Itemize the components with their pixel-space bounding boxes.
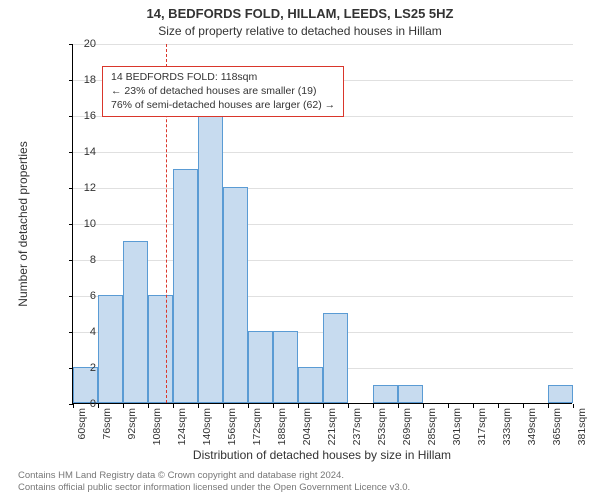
gridline [73,44,573,45]
y-tick-label: 10 [66,218,96,230]
chart-title: 14, BEDFORDS FOLD, HILLAM, LEEDS, LS25 5… [0,6,600,21]
info-line-1: 14 BEDFORDS FOLD: 118sqm [111,70,335,84]
x-tick-mark [423,404,424,408]
x-tick-mark [473,404,474,408]
y-tick-label: 14 [66,146,96,158]
x-tick-mark [148,404,149,408]
histogram-bar [223,187,248,403]
gridline [73,260,573,261]
x-tick-mark [273,404,274,408]
x-tick-label: 188sqm [276,408,288,445]
x-tick-mark [223,404,224,408]
x-tick-label: 237sqm [351,408,363,445]
x-tick-mark [173,404,174,408]
histogram-bar [298,367,323,403]
x-axis-label: Distribution of detached houses by size … [72,448,572,462]
histogram-bar [273,331,298,403]
x-tick-label: 333sqm [501,408,513,445]
histogram-bar [548,385,573,403]
x-tick-label: 124sqm [176,408,188,445]
x-tick-label: 301sqm [451,408,463,445]
x-tick-mark [198,404,199,408]
x-tick-label: 349sqm [526,408,538,445]
histogram-bar [98,295,123,403]
gridline [73,152,573,153]
y-tick-label: 8 [66,254,96,266]
x-tick-label: 221sqm [326,408,338,445]
plot-area: 60sqm76sqm92sqm108sqm124sqm140sqm156sqm1… [72,44,572,404]
x-tick-label: 285sqm [426,408,438,445]
x-tick-mark [573,404,574,408]
y-tick-label: 4 [66,326,96,338]
x-tick-mark [398,404,399,408]
y-tick-label: 18 [66,74,96,86]
x-tick-mark [348,404,349,408]
gridline [73,224,573,225]
x-tick-label: 253sqm [376,408,388,445]
y-tick-label: 20 [66,38,96,50]
histogram-bar [198,115,223,403]
histogram-bar [248,331,273,403]
x-tick-mark [498,404,499,408]
histogram-bar [373,385,398,403]
x-tick-mark [298,404,299,408]
histogram-bar [173,169,198,403]
histogram-bar [323,313,348,403]
y-tick-label: 12 [66,182,96,194]
x-tick-mark [523,404,524,408]
info-box: 14 BEDFORDS FOLD: 118sqm ← 23% of detach… [102,66,344,117]
x-tick-mark [373,404,374,408]
histogram-bar [148,295,173,403]
chart-subtitle: Size of property relative to detached ho… [0,24,600,38]
x-tick-label: 140sqm [201,408,213,445]
x-tick-label: 108sqm [151,408,163,445]
x-tick-label: 156sqm [226,408,238,445]
x-tick-mark [323,404,324,408]
histogram-bar [123,241,148,403]
x-tick-mark [448,404,449,408]
x-tick-mark [98,404,99,408]
x-tick-label: 317sqm [476,408,488,445]
y-tick-label: 16 [66,110,96,122]
x-tick-label: 381sqm [576,408,588,445]
x-tick-label: 172sqm [251,408,263,445]
x-tick-label: 92sqm [126,408,138,440]
x-tick-mark [248,404,249,408]
x-tick-mark [548,404,549,408]
x-tick-mark [123,404,124,408]
info-line-2: ← 23% of detached houses are smaller (19… [111,84,335,98]
credit-line-2: Contains official public sector informat… [18,482,410,494]
credit-line-1: Contains HM Land Registry data © Crown c… [18,470,410,482]
x-tick-label: 269sqm [401,408,413,445]
credit-text: Contains HM Land Registry data © Crown c… [18,470,410,494]
x-tick-label: 204sqm [301,408,313,445]
y-tick-label: 2 [66,362,96,374]
y-axis-label: Number of detached properties [16,44,34,404]
x-tick-label: 365sqm [551,408,563,445]
y-tick-label: 0 [66,398,96,410]
info-line-3: 76% of semi-detached houses are larger (… [111,98,335,112]
x-tick-label: 76sqm [101,408,113,440]
histogram-bar [398,385,423,403]
gridline [73,188,573,189]
y-tick-label: 6 [66,290,96,302]
x-tick-label: 60sqm [76,408,88,440]
